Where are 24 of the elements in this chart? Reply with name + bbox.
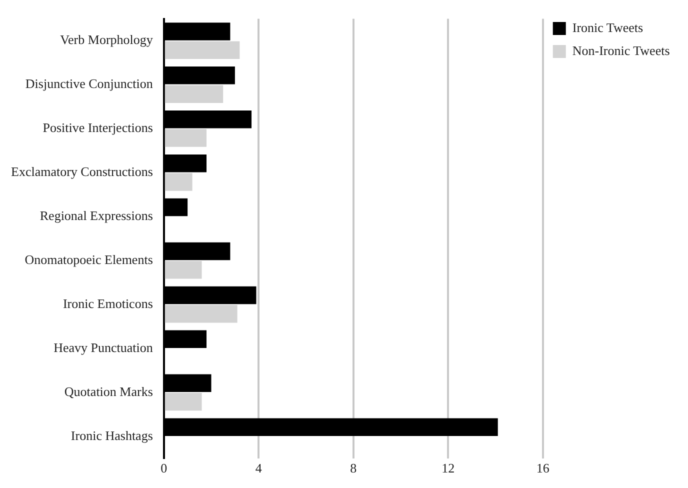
y-tick-label: Ironic Hashtags [70,428,153,443]
x-tick-label: 8 [350,460,357,476]
x-tick-label: 4 [255,460,262,476]
x-tick-label: 16 [536,460,550,476]
bar [164,129,207,147]
y-tick-label: Quotation Marks [64,384,153,399]
y-tick-label: Exclamatory Constructions [11,164,153,180]
y-tick-label: Regional Expressions [40,208,153,224]
y-tick-label: Disjunctive Conjunction [25,76,154,92]
y-tick-label: Heavy Punctuation [54,340,154,355]
bar [164,41,240,59]
legend-label: Ironic Tweets [572,20,644,35]
y-tick-label: Positive Interjections [42,120,153,136]
bar [164,261,202,279]
x-tick-label: 0 [160,460,168,476]
legend-label: Non-Ironic Tweets [572,42,670,58]
bar [164,392,202,411]
x-tick-label: 12 [442,460,455,476]
y-tick-label: Onomatopoeic Elements [24,252,153,267]
y-tick-label: Ironic Emoticons [62,296,153,311]
bar [164,85,224,103]
bar [164,305,238,323]
y-tick-label: Verb Morphology [60,32,154,48]
bar [164,173,192,191]
